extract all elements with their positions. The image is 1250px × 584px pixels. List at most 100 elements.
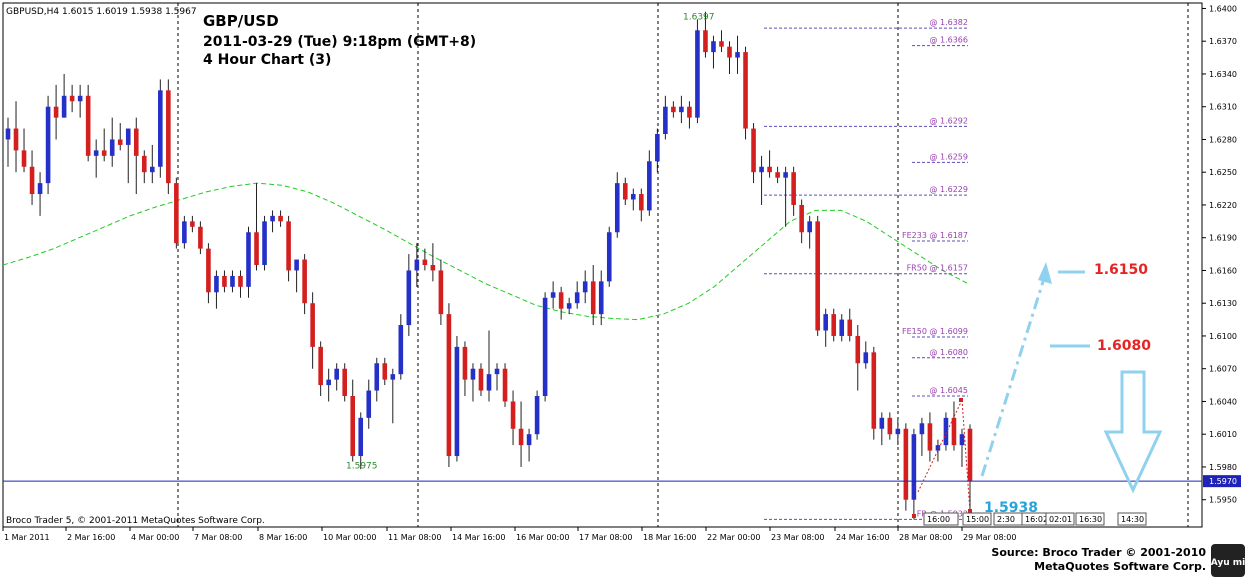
candle-89 bbox=[719, 30, 724, 53]
candle-body bbox=[13, 128, 19, 151]
pivot-dot-2 bbox=[959, 398, 963, 402]
time-box-label-6: 14:30 bbox=[1121, 515, 1144, 524]
fib-label-3: @ 1.6259 bbox=[929, 152, 968, 161]
chart-timeframe: 4 Hour Chart (3) bbox=[203, 52, 331, 68]
candle-body bbox=[871, 352, 877, 429]
candle-81 bbox=[655, 128, 660, 173]
candle-body bbox=[294, 259, 299, 271]
candle-4 bbox=[37, 172, 43, 216]
platform-credit: Broco Trader 5, © 2001-2011 MetaQuotes S… bbox=[6, 516, 265, 526]
candle-body bbox=[478, 368, 484, 391]
y-tick-label-4: 1.6280 bbox=[1209, 135, 1237, 144]
fib-label-2: @ 1.6292 bbox=[929, 116, 968, 125]
y-tick-label-7: 1.6190 bbox=[1209, 234, 1237, 243]
candle-body bbox=[943, 417, 949, 446]
fib-label-5: FE233 @ 1.6187 bbox=[902, 231, 968, 240]
candle-body bbox=[374, 363, 380, 391]
candle-body bbox=[125, 128, 131, 145]
candle-31 bbox=[254, 183, 259, 271]
candle-63 bbox=[510, 390, 516, 446]
candle-57 bbox=[462, 341, 468, 396]
candle-body bbox=[711, 41, 716, 53]
candle-body bbox=[254, 232, 259, 265]
candle-body bbox=[903, 428, 909, 500]
candle-body bbox=[815, 221, 820, 331]
candle-102 bbox=[823, 308, 828, 347]
candle-120 bbox=[967, 424, 973, 513]
candle-body bbox=[582, 281, 588, 293]
candle-body bbox=[823, 314, 828, 331]
x-tick-label-4: 8 Mar 16:00 bbox=[259, 533, 307, 542]
y-tick-label-5: 1.6250 bbox=[1209, 168, 1237, 177]
candle-41 bbox=[334, 363, 339, 391]
candle-30 bbox=[246, 226, 251, 298]
candle-body bbox=[863, 352, 869, 364]
candle-42 bbox=[342, 363, 347, 402]
candle-body bbox=[470, 368, 476, 380]
candle-24 bbox=[198, 221, 203, 255]
candle-80 bbox=[647, 150, 652, 216]
candle-53 bbox=[430, 243, 436, 282]
candle-3 bbox=[29, 150, 35, 205]
candle-body bbox=[783, 172, 788, 178]
candle-body bbox=[286, 221, 291, 271]
candle-70 bbox=[566, 297, 572, 315]
candle-73 bbox=[590, 265, 596, 326]
time-box-label-2: 2:30 bbox=[997, 515, 1015, 524]
y-tick-label-6: 1.6220 bbox=[1209, 201, 1237, 210]
candle-body bbox=[398, 325, 404, 375]
candle-body bbox=[639, 194, 644, 211]
fib-label-6: FR50 @ 1.6157 bbox=[907, 264, 968, 273]
candle-body bbox=[406, 270, 412, 326]
fib-label-7: FE150 @ 1.6099 bbox=[902, 327, 968, 336]
candle-body bbox=[61, 95, 67, 118]
time-box-label-1: 15:00 bbox=[966, 515, 989, 524]
candle-49 bbox=[398, 314, 404, 380]
candle-109 bbox=[879, 412, 885, 446]
time-box-0 bbox=[923, 512, 959, 526]
candle-body bbox=[77, 95, 83, 102]
candle-body bbox=[366, 390, 372, 418]
candle-97 bbox=[783, 166, 788, 227]
candle-body bbox=[847, 319, 853, 336]
candle-body bbox=[85, 95, 91, 156]
candle-0 bbox=[5, 117, 11, 167]
candle-101 bbox=[815, 215, 820, 336]
candle-body bbox=[222, 275, 227, 287]
candle-body bbox=[190, 221, 195, 227]
candle-body bbox=[422, 259, 428, 265]
candle-body bbox=[37, 183, 43, 195]
candle-66 bbox=[534, 390, 540, 440]
candle-85 bbox=[687, 101, 692, 129]
candle-body bbox=[53, 106, 59, 118]
candle-117 bbox=[943, 412, 949, 451]
candle-body bbox=[855, 335, 861, 364]
y-tick-label-2: 1.6340 bbox=[1209, 70, 1237, 79]
candle-46 bbox=[374, 357, 380, 402]
candle-body bbox=[502, 368, 508, 402]
candle-body bbox=[174, 183, 179, 244]
candle-body bbox=[414, 259, 420, 271]
candle-body bbox=[687, 106, 692, 118]
time-box-label-3: 16:02 bbox=[1025, 515, 1048, 524]
candle-13 bbox=[109, 117, 115, 167]
candle-91 bbox=[735, 35, 740, 74]
candle-body bbox=[622, 183, 628, 200]
time-box-label-0: 16:00 bbox=[927, 515, 950, 524]
candle-9 bbox=[77, 84, 83, 118]
candle-38 bbox=[310, 292, 315, 369]
candle-35 bbox=[286, 215, 291, 282]
candle-94 bbox=[759, 155, 764, 205]
candle-body bbox=[5, 128, 11, 140]
logo-text: Ayu mi bbox=[1211, 558, 1246, 568]
candle-body bbox=[342, 368, 347, 396]
candle-body bbox=[318, 346, 323, 386]
candle-90 bbox=[727, 41, 732, 74]
candle-79 bbox=[639, 188, 644, 222]
candle-body bbox=[631, 194, 636, 200]
x-tick-label-1: 2 Mar 16:00 bbox=[67, 533, 115, 542]
chart-datetime: 2011-03-29 (Tue) 9:18pm (GMT+8) bbox=[203, 34, 476, 50]
candle-body bbox=[735, 52, 740, 58]
candle-39 bbox=[318, 341, 323, 396]
